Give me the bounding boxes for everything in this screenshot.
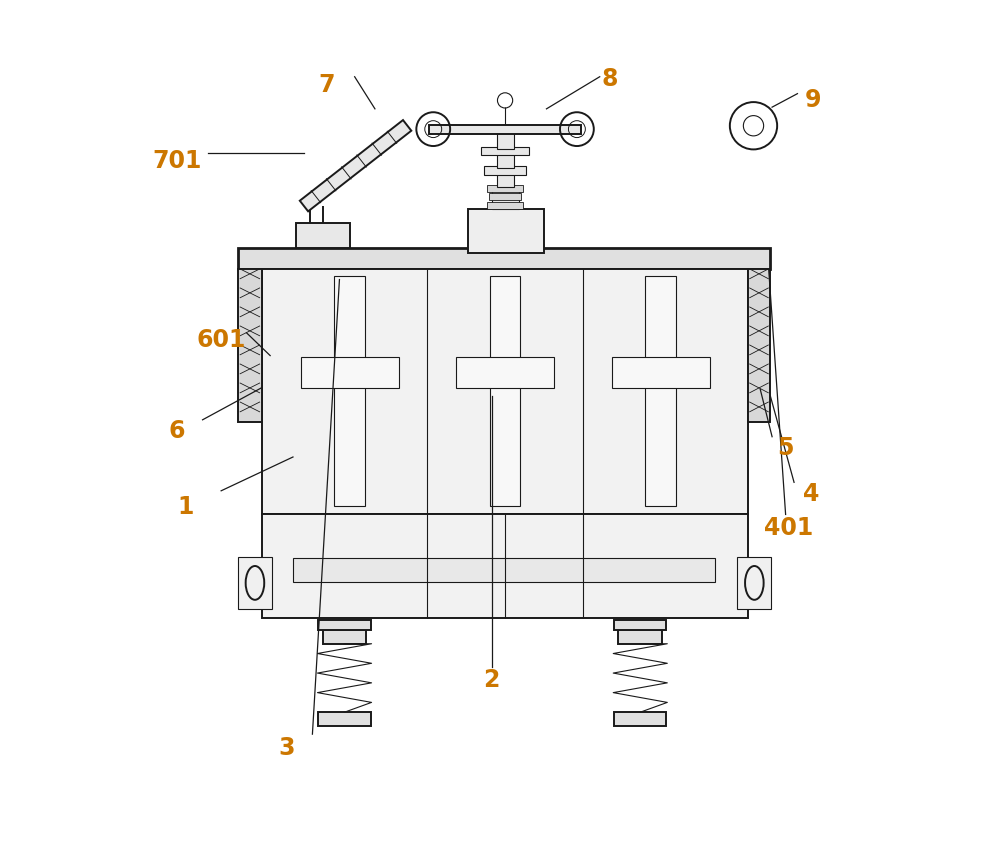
Bar (323, 630, 366, 644)
Bar (296, 224, 350, 249)
Bar (614, 712, 666, 726)
Text: 2: 2 (483, 668, 500, 691)
Bar (489, 194, 521, 201)
Bar (487, 186, 523, 192)
Text: 5: 5 (777, 436, 794, 459)
Bar (238, 249, 770, 270)
Bar (429, 126, 581, 135)
Bar (238, 270, 262, 422)
Bar (645, 277, 676, 506)
Text: 4: 4 (803, 482, 819, 506)
Text: 6: 6 (169, 419, 185, 442)
Bar (484, 167, 526, 176)
Text: 1: 1 (177, 495, 194, 518)
Text: 401: 401 (764, 516, 814, 539)
Bar (481, 148, 529, 156)
Bar (748, 270, 770, 422)
Bar (318, 712, 371, 726)
Bar (618, 630, 662, 644)
Text: 8: 8 (602, 67, 618, 90)
Bar (737, 557, 771, 609)
Bar (497, 133, 514, 150)
Bar (301, 358, 399, 388)
Bar (497, 173, 514, 188)
Text: 701: 701 (153, 149, 202, 172)
Text: 9: 9 (804, 88, 821, 111)
Bar (490, 277, 520, 506)
Bar (456, 358, 554, 388)
Bar (492, 188, 519, 209)
Bar (614, 620, 666, 630)
Bar (318, 620, 371, 630)
Bar (497, 154, 514, 169)
Text: 601: 601 (196, 327, 246, 351)
Bar (468, 209, 544, 253)
Bar (293, 559, 715, 582)
Bar (334, 277, 365, 506)
Bar (612, 358, 710, 388)
Text: 7: 7 (319, 73, 335, 96)
Polygon shape (300, 121, 411, 212)
Text: 3: 3 (279, 735, 295, 759)
Bar (487, 203, 523, 209)
Bar (262, 270, 748, 515)
Bar (262, 515, 748, 618)
Bar (238, 557, 272, 609)
